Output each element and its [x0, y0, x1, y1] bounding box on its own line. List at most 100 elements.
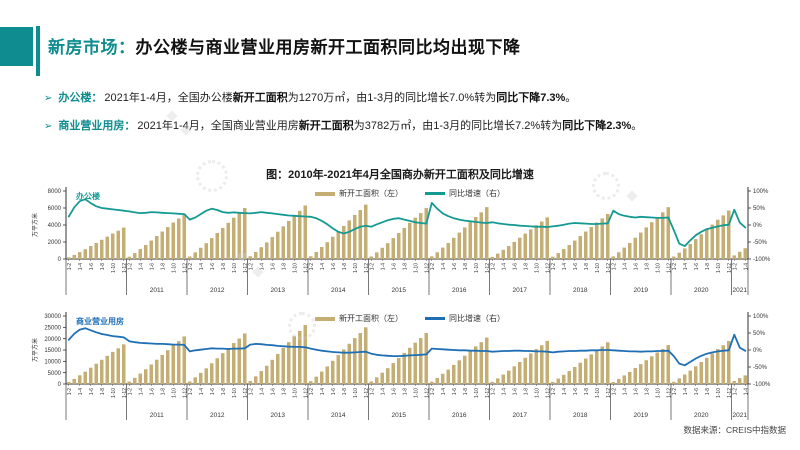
svg-text:1-10: 1-10	[534, 263, 540, 273]
svg-text:4000: 4000	[48, 223, 62, 229]
svg-text:1-10: 1-10	[474, 388, 480, 398]
svg-text:1-8: 1-8	[221, 263, 227, 270]
svg-text:10000: 10000	[44, 360, 61, 366]
bullet-text: 。	[631, 120, 643, 132]
svg-text:1-8: 1-8	[402, 263, 408, 270]
legend-item-bars: 新开工面积（左）	[315, 313, 403, 324]
svg-text:2016: 2016	[452, 412, 467, 419]
svg-text:1-10: 1-10	[292, 263, 298, 273]
svg-text:5000: 5000	[48, 371, 62, 377]
svg-text:1-6: 1-6	[89, 388, 95, 395]
chart-commercial: 0 5000 10000 15000 20000 25000 30000 100% 50% 0% -…	[30, 308, 790, 432]
svg-text:1-12: 1-12	[727, 388, 733, 398]
svg-text:1-4: 1-4	[441, 388, 447, 395]
svg-text:1-2: 1-2	[369, 388, 375, 395]
svg-text:1-12: 1-12	[545, 263, 551, 273]
svg-text:1-10: 1-10	[716, 388, 722, 398]
brand-square	[0, 27, 33, 66]
svg-text:1-8: 1-8	[402, 388, 408, 395]
legend-item-bars: 新开工面积（左）	[315, 188, 403, 199]
arrow-bullet-icon: ➢	[44, 93, 53, 104]
svg-text:50%: 50%	[753, 331, 766, 337]
svg-text:8000: 8000	[48, 189, 62, 195]
svg-text:1-12: 1-12	[606, 263, 612, 273]
svg-text:2019: 2019	[634, 287, 649, 294]
chart-series-label: 商业营业用房	[76, 317, 124, 326]
svg-text:1-8: 1-8	[160, 388, 166, 395]
chart-series-label: 办公楼	[76, 192, 100, 201]
svg-text:1-4: 1-4	[562, 388, 568, 395]
svg-text:1-6: 1-6	[270, 263, 276, 270]
svg-text:1-4: 1-4	[501, 388, 507, 395]
line-swatch-icon	[425, 317, 445, 320]
svg-text:0%: 0%	[753, 223, 762, 229]
svg-text:1-12: 1-12	[303, 388, 309, 398]
svg-text:1-6: 1-6	[149, 388, 155, 395]
svg-text:1-10: 1-10	[413, 388, 419, 398]
legend-item-line: 同比增速（右）	[425, 188, 505, 199]
svg-text:1-2: 1-2	[551, 388, 557, 395]
line-swatch-icon	[425, 192, 445, 195]
svg-text:1-6: 1-6	[210, 263, 216, 270]
svg-text:1-10: 1-10	[111, 388, 117, 398]
svg-text:1-4: 1-4	[622, 263, 628, 270]
svg-text:1-4: 1-4	[441, 263, 447, 270]
svg-text:1-2: 1-2	[672, 388, 678, 395]
svg-text:万平方米: 万平方米	[31, 338, 39, 362]
svg-text:1-8: 1-8	[100, 388, 106, 395]
svg-text:1-4: 1-4	[501, 263, 507, 270]
svg-text:1-2: 1-2	[188, 263, 194, 270]
svg-text:2014: 2014	[331, 412, 346, 419]
svg-text:1-4: 1-4	[380, 388, 386, 395]
svg-text:1-4: 1-4	[78, 388, 84, 395]
svg-text:1-4: 1-4	[78, 263, 84, 270]
svg-text:1-12: 1-12	[424, 263, 430, 273]
svg-text:1-8: 1-8	[281, 263, 287, 270]
watermark-logo-icon	[288, 312, 316, 340]
legend-label: 新开工面积（左）	[339, 314, 403, 323]
svg-text:1-12: 1-12	[727, 263, 733, 273]
svg-text:1-8: 1-8	[463, 388, 469, 395]
svg-text:0%: 0%	[753, 348, 762, 354]
bullet-label: 办公楼：	[58, 92, 103, 104]
svg-text:1-2: 1-2	[611, 263, 617, 270]
svg-text:1-2: 1-2	[127, 263, 133, 270]
svg-text:-100%: -100%	[753, 382, 771, 388]
svg-text:1-6: 1-6	[452, 263, 458, 270]
svg-text:2020: 2020	[694, 412, 709, 419]
watermark-logo-icon	[592, 172, 620, 200]
svg-text:1-4: 1-4	[320, 263, 326, 270]
svg-text:1-4: 1-4	[683, 388, 689, 395]
bullet-text: 2021年1-4月，全国办公楼	[104, 92, 233, 104]
svg-text:6000: 6000	[48, 206, 62, 212]
svg-text:1-2: 1-2	[309, 263, 315, 270]
svg-text:1-4: 1-4	[199, 263, 205, 270]
svg-text:1-2: 1-2	[732, 388, 738, 395]
svg-text:2013: 2013	[271, 412, 286, 419]
svg-text:1-2: 1-2	[551, 263, 557, 270]
bar-swatch-icon	[315, 316, 335, 321]
svg-text:1-6: 1-6	[694, 263, 700, 270]
svg-text:1-10: 1-10	[716, 263, 722, 273]
bullet-text: 。	[565, 92, 577, 104]
svg-text:1-4: 1-4	[199, 388, 205, 395]
chart-office: 0 2000 4000 6000 8000 100% 50% 0% -50% -100% 万平方米 1…	[30, 183, 790, 307]
svg-text:1-12: 1-12	[303, 263, 309, 273]
svg-text:1-6: 1-6	[633, 388, 639, 395]
svg-text:万平方米: 万平方米	[31, 213, 39, 237]
svg-text:1-4: 1-4	[138, 263, 144, 270]
bar-swatch-icon	[315, 191, 335, 196]
svg-text:30000: 30000	[44, 314, 61, 320]
svg-text:1-2: 1-2	[490, 263, 496, 270]
svg-text:1-12: 1-12	[182, 263, 188, 273]
bullet-bold: 新开工面积	[298, 120, 354, 132]
svg-text:1-2: 1-2	[611, 388, 617, 395]
svg-text:1-10: 1-10	[655, 263, 661, 273]
svg-text:1-4: 1-4	[622, 388, 628, 395]
svg-text:1-12: 1-12	[364, 263, 370, 273]
svg-text:1-10: 1-10	[474, 263, 480, 273]
commercial-chart-canvas: 0 5000 10000 15000 20000 25000 30000 100% 50% 0% -…	[31, 312, 771, 420]
svg-text:1-6: 1-6	[270, 388, 276, 395]
svg-text:2017: 2017	[513, 412, 528, 419]
